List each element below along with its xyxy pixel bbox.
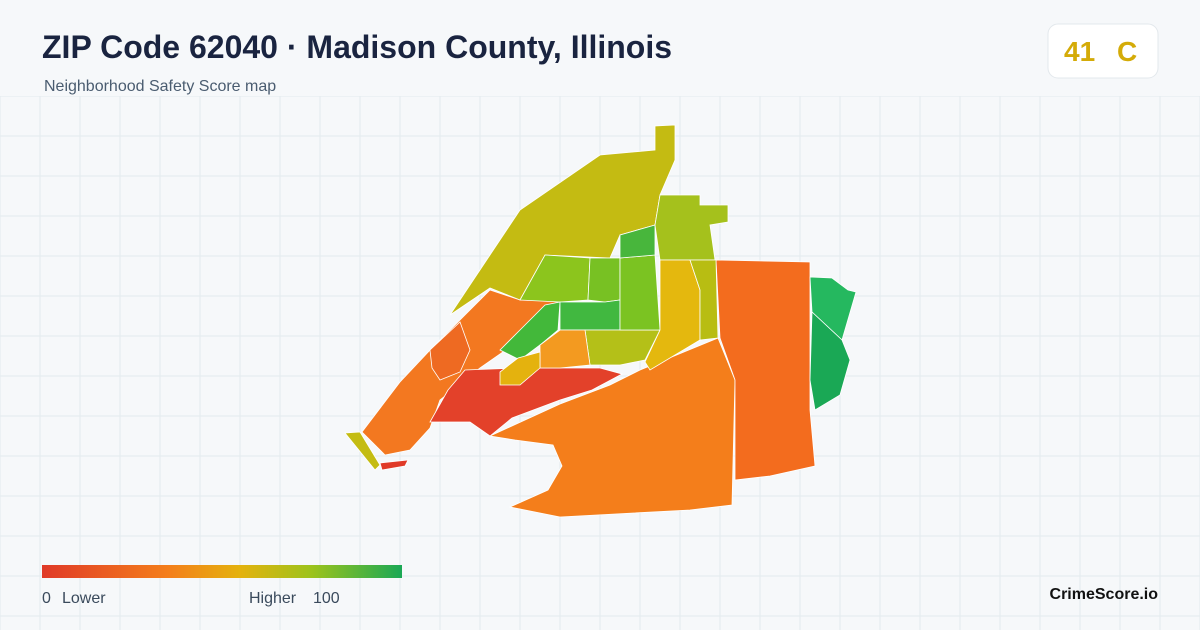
- grade: C: [1117, 36, 1137, 67]
- map-area: [715, 259, 816, 481]
- legend-max: 100: [313, 590, 340, 607]
- map-grid: [0, 95, 1200, 630]
- score: 41: [1064, 36, 1095, 67]
- map-area: [619, 254, 661, 331]
- map-area: [587, 257, 621, 303]
- map-area: [379, 459, 409, 471]
- legend-max-label: Higher: [249, 590, 297, 607]
- map-area: [429, 321, 471, 381]
- legend-min: 0: [42, 590, 51, 607]
- score-badge: [1047, 23, 1159, 79]
- legend-min-label: Lower: [62, 590, 106, 607]
- map-area: [619, 224, 656, 259]
- subtitle: Neighborhood Safety Score map: [44, 78, 276, 95]
- map-area: [499, 351, 541, 386]
- title: ZIP Code 62040 · Madison County, Illinoi…: [42, 29, 672, 65]
- header-band: [0, 0, 1200, 96]
- map-area: [689, 259, 719, 341]
- map-area: [429, 367, 624, 437]
- zip-map: [344, 124, 857, 518]
- brand: CrimeScore.io: [1050, 586, 1159, 603]
- legend-bar: [42, 565, 402, 578]
- map-area: [488, 337, 736, 518]
- map-area: [809, 311, 851, 411]
- map-area: [559, 299, 621, 331]
- map-area: [344, 431, 381, 471]
